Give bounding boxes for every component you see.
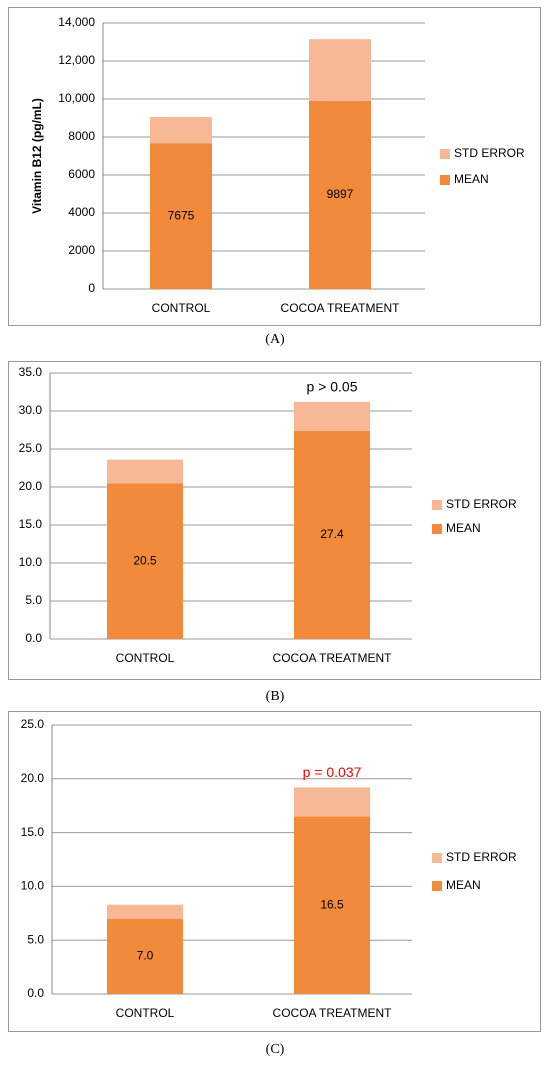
- y-tick-label: 35.0: [19, 365, 43, 379]
- y-tick-label: 15.0: [21, 825, 45, 839]
- y-tick-label: 5.0: [25, 593, 42, 607]
- legend-swatch: [432, 524, 442, 534]
- bar-segment: [309, 100, 371, 289]
- legend-swatch: [432, 881, 442, 891]
- x-tick-label: CONTROL: [152, 301, 211, 315]
- y-tick-label: 15.0: [19, 517, 43, 531]
- y-tick-label: 20.0: [21, 771, 45, 785]
- bar-segment: [107, 459, 183, 484]
- bar-segment: [150, 117, 212, 144]
- legend-swatch: [440, 149, 450, 159]
- y-tick-label: 20.0: [19, 479, 43, 493]
- data-label: 9897: [327, 187, 354, 201]
- annotation: p > 0.05: [307, 379, 358, 395]
- legend-swatch: [440, 175, 450, 185]
- legend-label: STD ERROR: [446, 850, 517, 864]
- bar-segment: [294, 401, 370, 431]
- x-tick-label: COCOA TREATMENT: [281, 301, 401, 315]
- bar-segment: [150, 143, 212, 289]
- bar-segment: [294, 816, 370, 994]
- legend-swatch: [432, 853, 442, 863]
- data-label: 7675: [168, 208, 195, 222]
- y-tick-label: 10.0: [21, 879, 45, 893]
- bar-segment: [107, 904, 183, 919]
- legend-label: STD ERROR: [446, 497, 517, 511]
- bar-segment: [309, 39, 371, 101]
- annotation: p = 0.037: [303, 764, 362, 780]
- legend-label: MEAN: [446, 878, 481, 892]
- y-tick-label: 8000: [68, 129, 95, 143]
- y-tick-label: 10.0: [19, 555, 43, 569]
- legend-label: MEAN: [446, 521, 481, 535]
- bar-segment: [294, 430, 370, 639]
- y-tick-label: 25.0: [21, 717, 45, 731]
- caption: (C): [266, 1042, 285, 1057]
- panel-frame: [8, 361, 541, 680]
- data-label: 16.5: [320, 897, 344, 911]
- caption: (A): [265, 332, 285, 347]
- legend-label: MEAN: [454, 172, 489, 186]
- caption: (B): [266, 689, 285, 704]
- legend-label: STD ERROR: [454, 146, 525, 160]
- data-label: 20.5: [133, 553, 157, 567]
- x-tick-label: COCOA TREATMENT: [273, 651, 393, 665]
- x-tick-label: COCOA TREATMENT: [273, 1006, 393, 1020]
- y-tick-label: 14,000: [58, 15, 95, 29]
- y-axis-label: Vitamin B12 (pg/mL): [30, 98, 44, 214]
- data-label: 7.0: [137, 949, 154, 963]
- legend-swatch: [432, 500, 442, 510]
- x-tick-label: CONTROL: [116, 1006, 175, 1020]
- bar-segment: [107, 918, 183, 994]
- y-tick-label: 0.0: [27, 986, 44, 1000]
- x-tick-label: CONTROL: [116, 651, 175, 665]
- panel-frame: [8, 711, 541, 1032]
- y-tick-label: 25.0: [19, 441, 43, 455]
- y-tick-label: 2000: [68, 243, 95, 257]
- y-tick-label: 0.0: [25, 631, 42, 645]
- y-tick-label: 6000: [68, 167, 95, 181]
- data-label: 27.4: [320, 527, 344, 541]
- y-tick-label: 12,000: [58, 53, 95, 67]
- bar-segment: [294, 787, 370, 817]
- y-tick-label: 5.0: [27, 932, 44, 946]
- y-tick-label: 30.0: [19, 403, 43, 417]
- y-tick-label: 10,000: [58, 91, 95, 105]
- y-tick-label: 0: [88, 281, 95, 295]
- bar-segment: [107, 483, 183, 639]
- y-tick-label: 4000: [68, 205, 95, 219]
